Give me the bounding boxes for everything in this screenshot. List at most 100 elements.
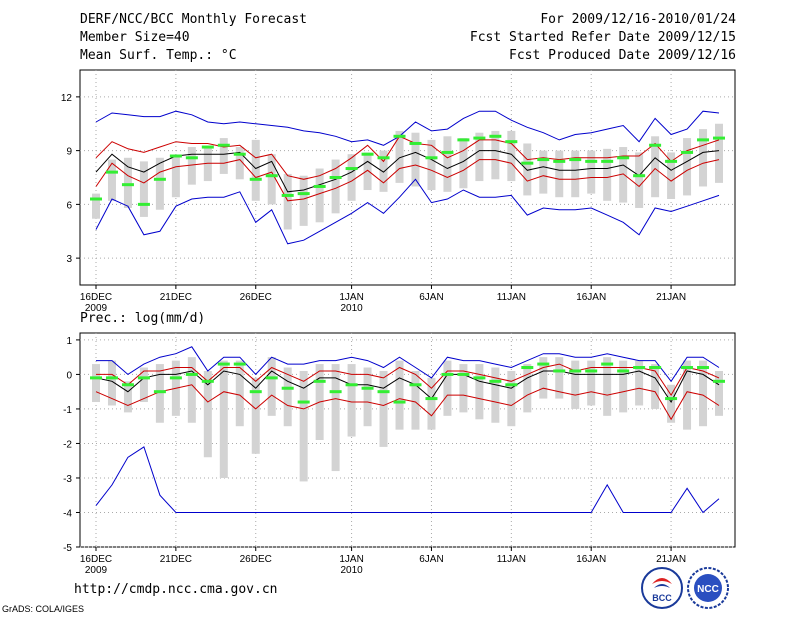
temp-day-box xyxy=(267,154,276,205)
prec-mean-marker xyxy=(313,379,326,383)
temp-mean-marker xyxy=(713,136,725,140)
temp-max-line xyxy=(95,110,720,146)
forecast-produced-date: Fcst Produced Date 2009/12/16 xyxy=(509,48,736,63)
temp-ytick-label: 9 xyxy=(66,147,72,158)
temp-mean-marker xyxy=(697,138,710,142)
forecast-period: For 2009/12/16-2010/01/24 xyxy=(540,12,736,27)
prec-min-line xyxy=(95,446,720,514)
temp-xtick-label: 16DEC xyxy=(80,292,112,303)
temp-mean-marker xyxy=(90,197,102,201)
ncc-logo: NCC xyxy=(687,567,729,609)
temp-mean-marker xyxy=(633,174,646,178)
prec-mean-marker xyxy=(393,400,406,404)
prec-day-box xyxy=(395,360,404,430)
prec-day-box xyxy=(603,357,612,416)
prec-mean-marker xyxy=(553,369,566,373)
prec-mean-marker xyxy=(633,366,646,370)
prec-mean-marker xyxy=(329,390,342,394)
temp-day-box xyxy=(699,129,708,187)
prec-mean-marker xyxy=(377,390,390,394)
temp-mean-marker xyxy=(249,177,262,181)
prec-xtick-label: 26DEC xyxy=(240,554,272,565)
temp-mean-marker xyxy=(297,192,310,196)
temp-day-box xyxy=(683,138,692,196)
temp-xtick-label: 1JAN xyxy=(339,292,363,303)
temp-day-box xyxy=(315,168,324,223)
prec-day-box xyxy=(523,364,532,413)
prec-day-box xyxy=(155,364,164,423)
source-url[interactable]: http://cmdp.ncc.cma.gov.cn xyxy=(74,582,278,597)
prec-day-box xyxy=(539,357,548,399)
prec-xtick-label: 11JAN xyxy=(497,554,526,565)
temp-day-box xyxy=(299,175,308,226)
temp-mean-marker xyxy=(105,170,118,174)
temp-mean-marker xyxy=(553,159,566,163)
prec-day-box xyxy=(283,367,292,427)
temp-mean-marker xyxy=(665,159,678,163)
temp-mean-marker xyxy=(617,156,630,160)
temp-xtick-label: 6JAN xyxy=(419,292,443,303)
prec-day-box xyxy=(507,370,516,427)
temp-day-box xyxy=(571,150,580,198)
prec-mean-marker xyxy=(137,376,150,380)
temp-mean-marker xyxy=(153,177,166,181)
temp-ytick-label: 3 xyxy=(66,254,72,265)
prec-day-box xyxy=(267,357,276,416)
prec-day-box xyxy=(443,360,452,416)
temp-min-line xyxy=(95,178,720,245)
temp-ytick-label: 12 xyxy=(61,93,73,104)
prec-day-box xyxy=(299,370,308,482)
prec-day-box xyxy=(363,367,372,427)
prec-ytick-label: -4 xyxy=(63,508,72,519)
prec-day-box xyxy=(587,360,596,406)
temp-panel-title: Mean Surf. Temp.: °C xyxy=(80,48,237,63)
prec-mean-marker xyxy=(569,369,582,373)
temp-day-box xyxy=(411,132,420,187)
prec-mean-marker xyxy=(281,386,294,390)
temp-mean-marker xyxy=(649,143,662,147)
temp-day-box xyxy=(107,159,116,201)
prec-mean-marker xyxy=(425,397,438,401)
temp-day-box xyxy=(507,130,516,182)
temp-day-box xyxy=(363,152,372,191)
prec-max-line xyxy=(96,346,720,383)
grads-credit: GrADS: COLA/IGES xyxy=(2,604,85,614)
temp-xtick-label: 21DEC xyxy=(160,292,192,303)
prec-mean-marker xyxy=(105,376,118,380)
temp-mean-marker xyxy=(473,136,486,140)
prec-mean-marker xyxy=(169,376,182,380)
prec-xtick-label: 16JAN xyxy=(576,554,606,565)
prec-day-box xyxy=(571,360,580,409)
prec-mean-marker xyxy=(697,366,710,370)
prec-panel-title: Prec.: log(mm/d) xyxy=(80,311,206,326)
prec-ytick-label: -1 xyxy=(63,405,72,416)
temp-day-box xyxy=(555,150,564,198)
prec-mean-marker xyxy=(201,379,214,383)
temp-day-box xyxy=(139,161,148,217)
temp-day-box xyxy=(491,130,500,180)
temp-mean-marker xyxy=(425,156,438,160)
prec-mean-marker xyxy=(185,372,198,376)
prec-mean-marker xyxy=(681,366,694,370)
prec-mean-marker xyxy=(713,379,725,383)
temp-mean-marker xyxy=(457,138,470,142)
prec-day-box xyxy=(427,377,436,430)
temp-day-box xyxy=(123,157,132,208)
temp-xtick-label: 21JAN xyxy=(656,292,686,303)
prec-ytick-label: 1 xyxy=(66,336,72,347)
prec-xtick-label: 16DEC xyxy=(80,554,112,565)
bcc-logo-text: BCC xyxy=(652,593,672,603)
temp-mean-marker xyxy=(569,158,582,162)
temp-day-box xyxy=(203,147,212,182)
temp-q25-line xyxy=(95,159,720,202)
prec-mean-marker xyxy=(233,362,246,366)
prec-mean-marker xyxy=(585,369,598,373)
prec-mean-marker xyxy=(249,390,262,394)
temp-day-box xyxy=(587,150,596,194)
prec-day-box xyxy=(347,364,356,437)
temp-day-box xyxy=(187,147,196,185)
prec-day-box xyxy=(699,360,708,427)
temp-mean-marker xyxy=(681,150,694,154)
prec-day-box xyxy=(411,370,420,430)
